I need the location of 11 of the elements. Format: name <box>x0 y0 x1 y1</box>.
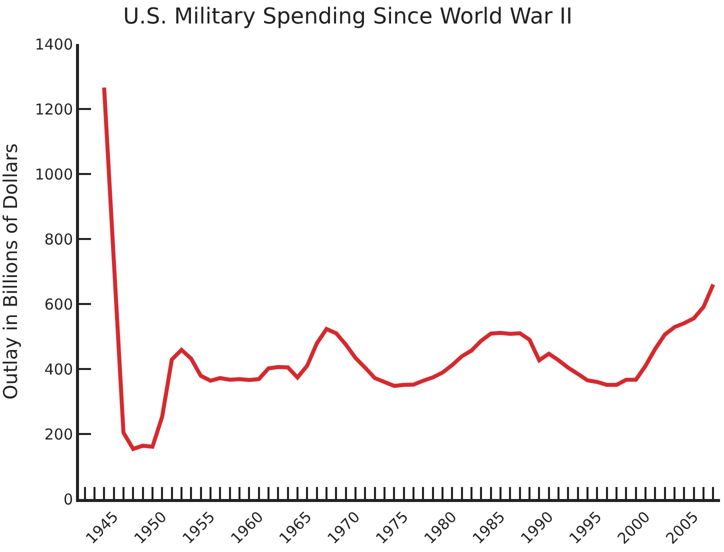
line-series <box>102 86 716 451</box>
chart-title: U.S. Military Spending Since World War II <box>123 4 573 30</box>
y-axis-title: Outlay in Billions of Dollars <box>0 143 22 400</box>
y-tick-label: 0 <box>63 490 73 508</box>
y-tick-label: 800 <box>44 230 73 248</box>
y-tick-label: 200 <box>44 425 73 444</box>
y-tick-label: 1200 <box>34 100 73 118</box>
y-tick-label: 400 <box>44 360 73 378</box>
y-tick-label: 1000 <box>34 165 73 184</box>
y-tick-label: 600 <box>44 295 73 314</box>
y-tick-label: 1400 <box>34 35 73 54</box>
